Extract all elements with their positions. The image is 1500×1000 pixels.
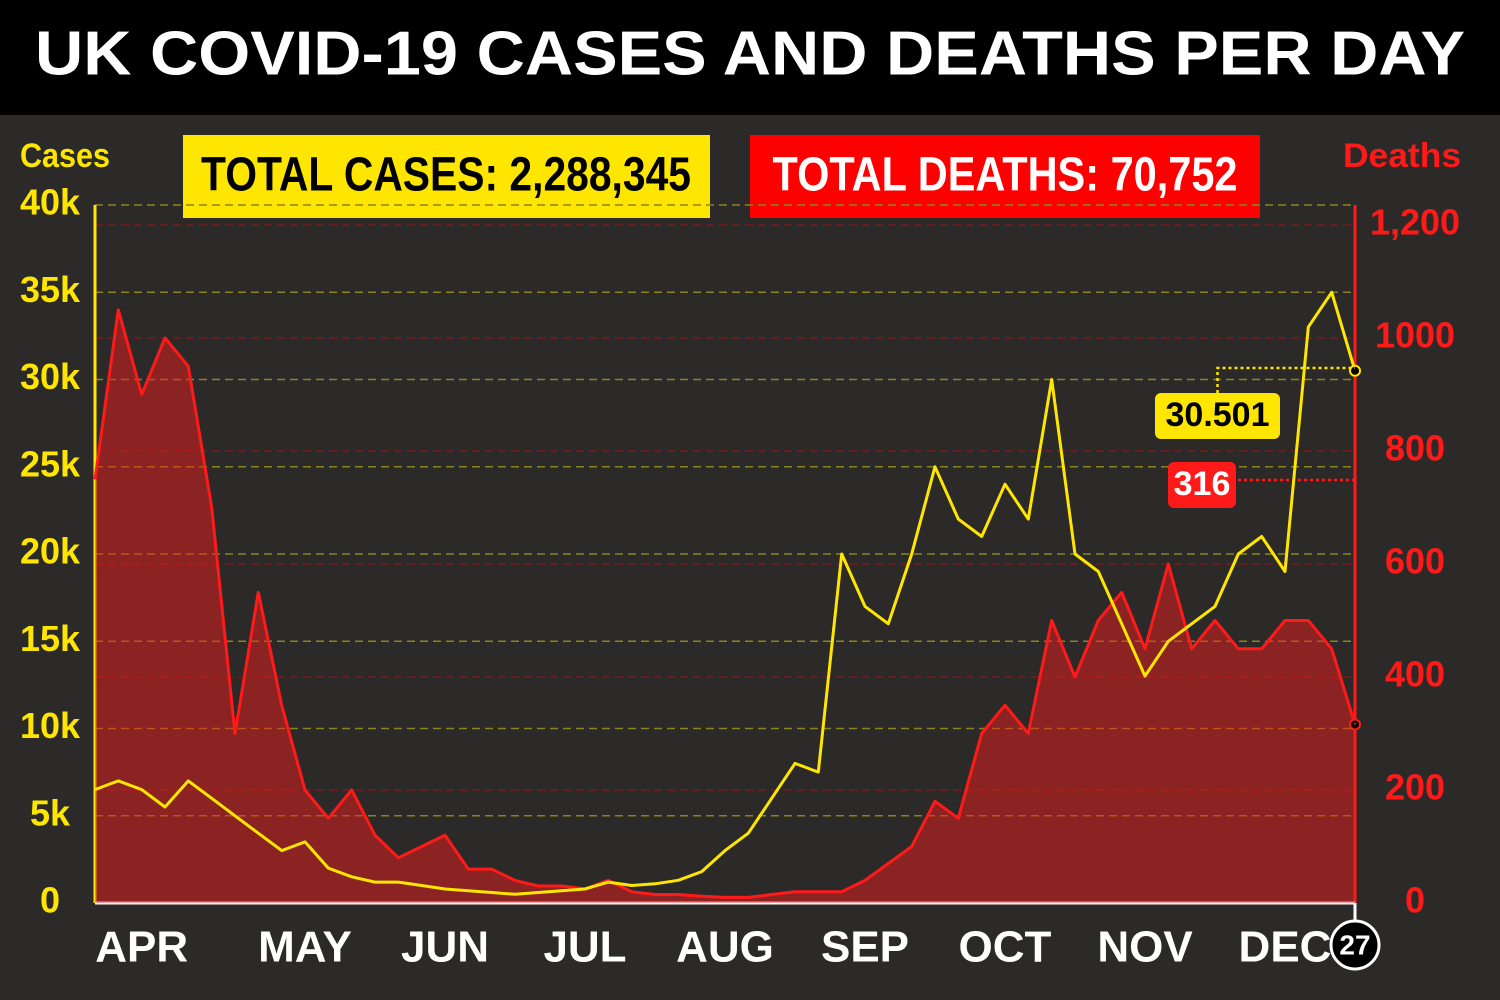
y-tick-label: 30k [20,356,81,397]
value-label-box [1155,393,1280,439]
x-tick-label: SEP [821,923,909,972]
y-tick-label: 40k [20,182,81,223]
chart-title: UK COVID-19 CASES AND DEATHS PER DAY [35,19,1465,88]
y2-tick-label: 400 [1385,654,1445,695]
y-tick-label: 5k [30,792,71,833]
line [94,290,1357,896]
y2-tick-label: 1,200 [1370,202,1460,243]
x-tick-label: JUN [401,923,489,972]
end-marker [1349,364,1361,377]
x-tick-label: 27 [1339,929,1370,960]
y-axis-label: Cases [20,137,110,175]
y2-tick-label: 1000 [1375,315,1455,356]
y2-axis-label: Deaths [1343,137,1461,175]
x-tick-label: JUL [543,923,626,972]
x-tick-label: MAY [258,923,352,972]
x-tick-label: APR [95,923,188,972]
line [93,308,1357,899]
y2-tick-label: 200 [1385,767,1445,808]
total-cases-box [183,135,710,218]
y-tick-label: 25k [20,443,81,484]
leader-line [1216,366,1355,393]
y2-tick-label: 0 [1405,880,1425,921]
y-tick-label: 20k [20,531,81,572]
x-label-circle [1329,919,1381,971]
x-tick-label: NOV [1097,923,1193,972]
y-tick-label: 10k [20,705,81,746]
plot-area: 0 5k 10k 15k 20k 25k 30k 35k 40k 0 200 400 600 800 100… [20,182,1460,972]
total-cases: TOTAL CASES: 2,288,345 [201,149,691,202]
total-deaths: TOTAL DEATHS: 70,752 [773,149,1238,202]
y-tick-label: 15k [20,618,81,659]
total-deaths-box [750,135,1260,218]
y-tick-label: 0 [40,880,60,921]
x-tick-label: OCT [959,923,1052,972]
title-bar [0,0,1500,115]
x-tick-label: AUG [676,923,774,972]
value-label: 30.501 [1166,396,1270,434]
area [95,309,1355,903]
x-tick-label: DEC [1239,923,1332,972]
value-label: 316 [1174,465,1231,503]
y2-tick-label: 600 [1385,541,1445,582]
value-label-box [1168,462,1236,508]
y-tick-label: 35k [20,269,81,310]
y2-tick-label: 800 [1385,428,1445,469]
